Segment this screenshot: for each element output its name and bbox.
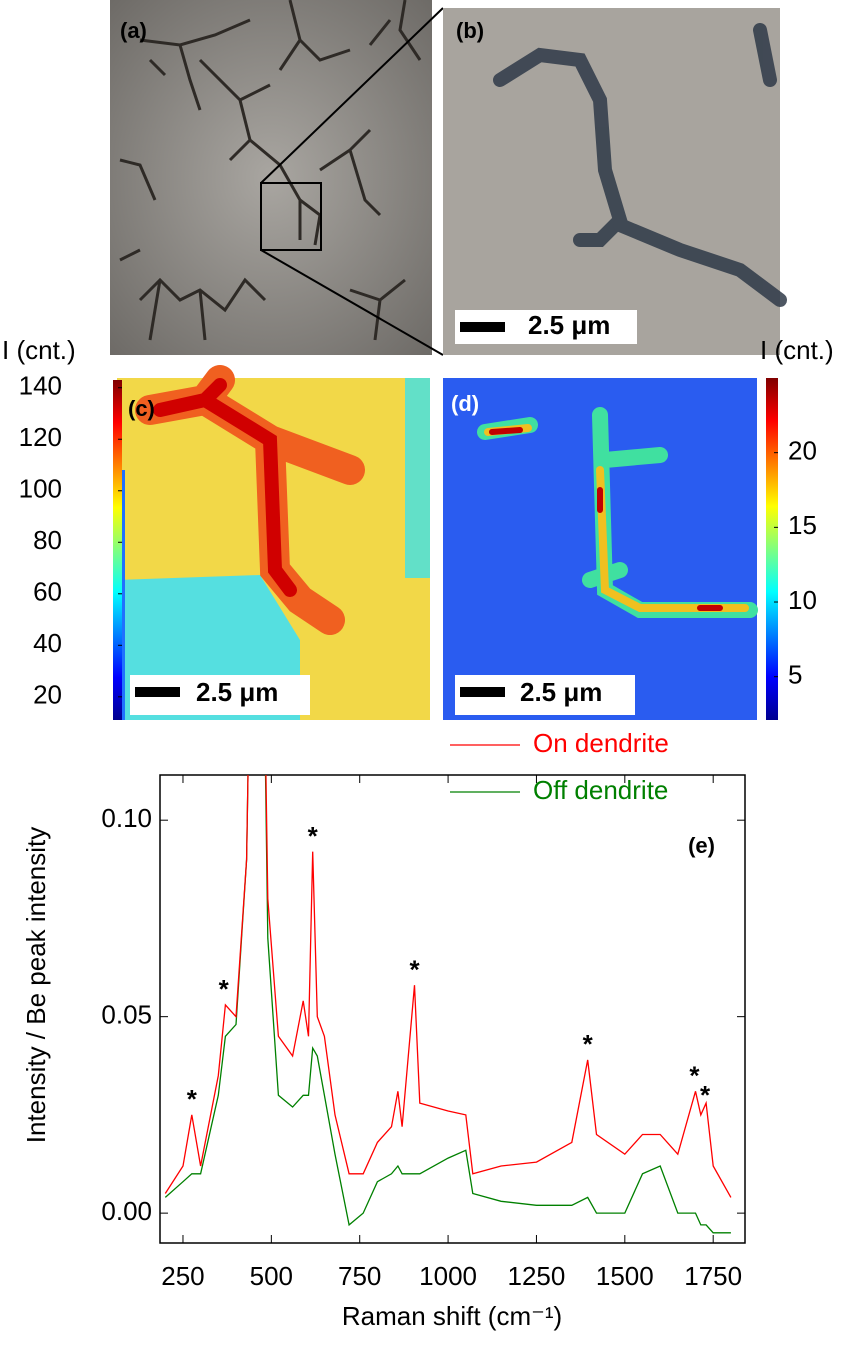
photo-b: 2.5 μm (b) [443,8,787,355]
map-c: 2.5 μm (c) [117,365,430,720]
y-axis-title: Intensity / Be peak intensity [21,827,51,1144]
scale-bar-label: 2.5 μm [528,310,610,340]
colorbar-title: I (cnt.) [2,335,76,365]
photo-a: (a) [110,0,444,356]
colorbar-tick-label: 140 [19,371,62,401]
annotation: * [700,1080,711,1110]
legend-label: Off dendrite [533,775,668,805]
panel-label: (a) [120,18,147,43]
map-d: 2.5 μm (d) [443,378,758,720]
annotation: * [583,1029,594,1059]
colorbar [113,380,122,720]
panel-label: (e) [688,833,715,858]
colorbar-tick-label: 40 [33,628,62,658]
colorbar-tick-label: 5 [788,660,802,690]
colorbar-tick-label: 60 [33,577,62,607]
colorbar-tick-label: 15 [788,510,817,540]
y-tick-label: 0.00 [101,1196,152,1226]
annotation: * [308,821,319,851]
x-tick-label: 1250 [508,1261,566,1291]
legend-label: On dendrite [533,728,669,758]
x-tick-label: 250 [161,1261,204,1291]
panel-label: (b) [456,18,484,43]
colorbar-tick-label: 20 [33,680,62,710]
x-tick-label: 500 [250,1261,293,1291]
panel-label: (d) [451,391,479,416]
x-tick-label: 1750 [684,1261,742,1291]
x-tick-label: 750 [338,1261,381,1291]
panel-label: (c) [128,396,155,421]
colorbar-tick-label: 120 [19,422,62,452]
colorbar-tick-label: 20 [788,436,817,466]
plot-frame [159,774,746,1244]
colorbar-title: I (cnt.) [760,335,834,365]
annotation: * [409,954,420,984]
colorbar-tick-label: 10 [788,585,817,615]
y-tick-label: 0.05 [101,1000,152,1030]
scale-bar-label: 2.5 μm [520,677,602,707]
colorbar-tick-label: 80 [33,525,62,555]
annotation: * [689,1061,700,1091]
x-tick-label: 1000 [419,1261,477,1291]
x-tick-label: 1500 [596,1261,654,1291]
series-line [164,775,732,1198]
y-tick-label: 0.10 [101,803,152,833]
annotation: * [187,1084,198,1114]
colorbar-tick-label: 100 [19,474,62,504]
annotation: * [219,974,230,1004]
scale-bar-label: 2.5 μm [196,677,278,707]
colorbar [766,378,778,720]
x-axis-title: Raman shift (cm⁻¹) [342,1301,562,1331]
